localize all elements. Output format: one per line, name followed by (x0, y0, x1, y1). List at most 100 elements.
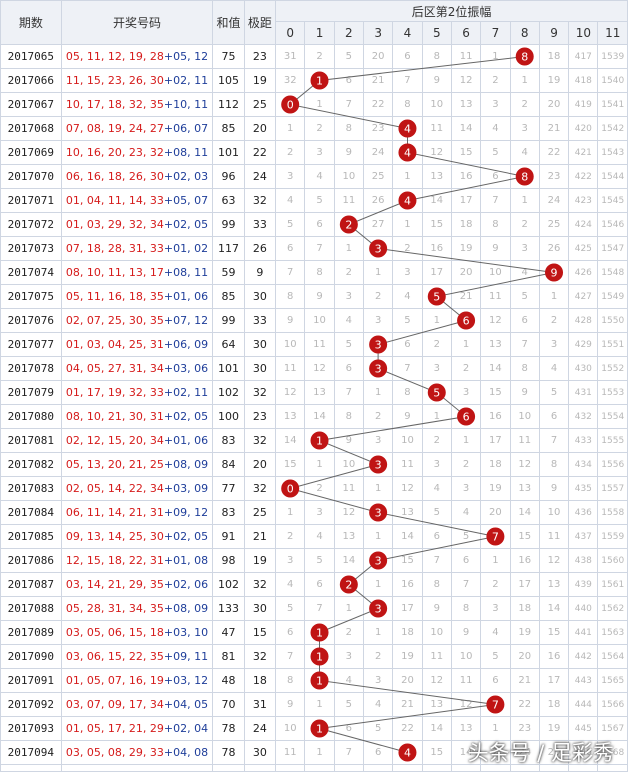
missing-cell: 15 (480, 380, 511, 405)
missing-cell: 1541 (597, 92, 628, 117)
missing-cell: 417 (568, 44, 599, 69)
missing-cell: 1 (362, 524, 394, 549)
missing-cell: 11 (509, 428, 540, 453)
missing-cell: 1 (362, 380, 394, 405)
missing-cell: 3 (421, 356, 452, 381)
missing-cell: 4 (421, 476, 452, 501)
missing-cell: 16 (392, 572, 423, 597)
missing-cell: 3 (275, 548, 306, 573)
empty-cell (362, 764, 394, 772)
missing-cell: 6 (304, 212, 335, 237)
missing-cell: 14 (392, 524, 423, 549)
missing-cell: 2 (333, 620, 364, 645)
missing-cell: 5 (450, 524, 482, 549)
missing-cell: 26 (538, 236, 570, 261)
missing-cell: 2 (304, 116, 335, 141)
missing-cell: 1 (333, 236, 364, 261)
missing-cell: 1546 (597, 212, 628, 237)
missing-cell: 15 (421, 740, 452, 765)
missing-cell: 9 (538, 260, 570, 285)
missing-cell: 6 (450, 308, 482, 333)
missing-cell: 5 (421, 284, 452, 309)
missing-cell: 8 (450, 596, 482, 621)
front-numbers: 02, 05, 14, 22, 34 (65, 482, 164, 495)
missing-cell: 17 (450, 188, 482, 213)
missing-cell: 9 (421, 68, 452, 93)
span-cell: 25 (243, 500, 277, 525)
span-cell: 22 (243, 140, 277, 165)
missing-cell: 440 (568, 596, 599, 621)
front-numbers: 06, 16, 18, 26, 30 (65, 170, 164, 183)
col-header-5: 5 (421, 21, 452, 45)
sum-cell: 99 (212, 308, 245, 333)
missing-cell: 430 (568, 356, 599, 381)
missing-cell: 10 (333, 452, 364, 477)
missing-cell: 1 (450, 428, 482, 453)
missing-cell: 13 (480, 332, 511, 357)
span-cell: 25 (243, 92, 277, 117)
missing-cell: 6 (392, 332, 423, 357)
table-row: 2017086 12, 15, 18, 22, 31+01, 08 98 19 3 5 14… (0, 548, 628, 573)
missing-cell: 11 (304, 332, 335, 357)
period-cell: 2017076 (0, 308, 62, 333)
period-cell: 2017073 (0, 236, 62, 261)
missing-cell: 12 (275, 380, 306, 405)
missing-cell: 0 (275, 92, 306, 117)
missing-cell: 6 (275, 236, 306, 261)
period-cell: 2017069 (0, 140, 62, 165)
missing-cell: 422 (568, 164, 599, 189)
missing-cell: 1560 (597, 548, 628, 573)
missing-cell: 1539 (597, 44, 628, 69)
front-numbers: 06, 11, 14, 21, 31 (65, 506, 164, 519)
col-header-10: 10 (568, 21, 599, 45)
missing-cell: 14 (275, 428, 306, 453)
period-cell: 2017092 (0, 692, 62, 717)
missing-cell: 19 (480, 476, 511, 501)
missing-cell: 13 (509, 476, 540, 501)
front-numbers: 03, 05, 08, 29, 33 (65, 746, 164, 759)
missing-cell: 8 (421, 44, 452, 69)
missing-cell: 12 (421, 668, 452, 693)
missing-cell: 10 (538, 500, 570, 525)
back-numbers: +09, 11 (163, 650, 209, 663)
missing-cell: 0 (275, 476, 306, 501)
span-cell: 32 (243, 380, 277, 405)
table-row: 2017071 01, 04, 11, 14, 33+05, 07 63 32 4 5 11… (0, 188, 628, 213)
missing-cell: 14 (480, 356, 511, 381)
missing-cell: 15 (392, 548, 423, 573)
missing-cell: 7 (333, 92, 364, 117)
missing-cell: 10 (509, 404, 540, 429)
front-numbers: 01, 03, 04, 25, 31 (65, 338, 164, 351)
sum-cell: 78 (212, 740, 245, 765)
back-numbers: +08, 09 (163, 602, 209, 615)
missing-cell: 7 (275, 260, 306, 285)
missing-cell: 3 (362, 668, 394, 693)
missing-cell: 1545 (597, 188, 628, 213)
back-numbers: +05, 12 (163, 50, 209, 63)
sum-cell: 85 (212, 284, 245, 309)
missing-cell: 1544 (597, 164, 628, 189)
missing-cell: 7 (304, 236, 335, 261)
missing-cell: 10 (421, 620, 452, 645)
col-header-4: 4 (392, 21, 423, 45)
empty-cell (333, 764, 364, 772)
missing-cell: 1 (421, 308, 452, 333)
numbers-cell: 03, 05, 08, 29, 33+04, 08 (60, 740, 214, 765)
missing-cell: 1562 (597, 596, 628, 621)
col-header-2: 2 (333, 21, 364, 45)
back-numbers: +08, 11 (163, 146, 209, 159)
numbers-cell: 01, 04, 11, 14, 33+05, 07 (60, 188, 214, 213)
missing-cell: 4 (538, 356, 570, 381)
col-header-8: 8 (509, 21, 540, 45)
missing-cell: 1553 (597, 380, 628, 405)
front-numbers: 05, 11, 16, 18, 35 (65, 290, 164, 303)
missing-cell: 16 (538, 644, 570, 669)
back-numbers: +02, 11 (163, 74, 209, 87)
front-numbers: 07, 18, 28, 31, 33 (65, 242, 164, 255)
table-row: 2017065 05, 11, 12, 19, 28+05, 12 75 23 31 2 5… (0, 44, 628, 69)
missing-cell: 19 (509, 620, 540, 645)
missing-cell: 2 (362, 644, 394, 669)
missing-cell: 7 (275, 644, 306, 669)
sum-header: 和值 (212, 0, 245, 45)
